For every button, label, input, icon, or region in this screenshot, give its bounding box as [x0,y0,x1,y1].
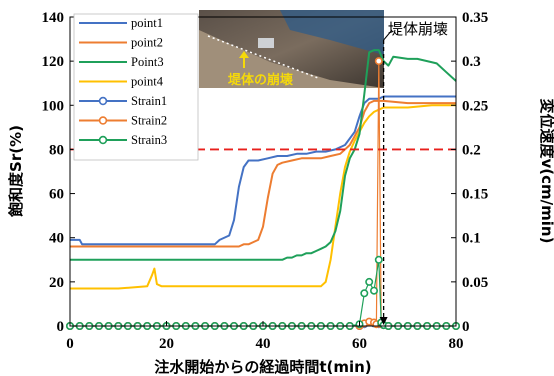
collapse-layer: 堤体崩壊 [379,20,448,325]
photo-arrow-head [239,51,249,58]
series-point-strain3 [365,277,374,286]
y-right-tick-label: 0 [462,319,470,335]
series-point-strain3 [374,255,383,264]
legend-item-point1: point1 [79,16,163,30]
x-tick-label: 80 [449,336,464,352]
legend-label: point4 [131,75,164,89]
y-left-tick-label: 140 [42,10,65,26]
x-tick-label: 0 [66,336,74,352]
y-right-tick-label: 0.3 [462,54,481,70]
legend-label: point2 [131,36,163,50]
series-line-point2 [70,99,456,248]
x-tick-label: 60 [352,336,367,352]
y-left-tick-label: 20 [49,275,64,291]
legend-item-point3: Point3 [79,55,164,69]
photo-slope [199,30,384,88]
legend-label: Point3 [131,55,164,69]
collapse-leader-line [383,29,393,41]
x-axis-label: 注水開始からの経過時間t(min) [154,358,371,376]
series-point-strain3 [369,286,378,295]
y-right-tick-label: 0.1 [462,231,481,247]
legend-label: Strain1 [131,94,167,108]
x-tick-label: 20 [159,336,174,352]
legend-marker [98,135,108,145]
series-point-strain2 [374,57,383,66]
collapse-marker-arrow [379,317,388,325]
tick-layer: 0 20 40 60 8002040608010012014000.050.10.150… [42,10,489,352]
y-right-tick-label: 0.05 [462,275,488,291]
y-left-tick-label: 100 [42,98,65,114]
legend-marker [98,116,108,125]
y-axis-left-label: 飽和度Sr(%) [7,125,25,218]
legend-label: Strain2 [131,114,167,128]
legend-item-point4: point4 [79,75,164,89]
y-left-tick-label: 80 [49,142,64,158]
photo-sky [280,10,384,55]
y-left-tick-label: 40 [49,231,64,247]
collapse-label: 堤体崩壊 [388,20,448,38]
legend-marker [98,96,108,106]
legend-label: Strain3 [131,133,167,147]
legend-box [73,13,199,161]
y-right-tick-label: 0.25 [462,98,488,114]
legend: point1 point2 Point3 point4 Strain1 Strain2 St… [73,13,199,161]
x-tick-label: 40 [256,336,271,352]
series-line-point3 [70,49,457,261]
legend-item-strain2: Strain2 [79,114,167,128]
series-line-point4 [70,104,456,290]
y-left-tick-label: 60 [49,187,64,203]
legend-item-strain1: Strain1 [79,94,167,108]
y-right-tick-label: 0.35 [462,10,488,26]
series-point-strain3 [360,289,369,298]
photo-caption: 堤体の崩壊 [228,72,294,88]
legend-item-strain3: Strain3 [79,133,167,147]
y-left-tick-label: 120 [42,54,65,70]
photo-object [258,38,274,48]
series-line-point1 [70,95,456,246]
legend-label: point1 [131,16,163,30]
y-axis-right-label: 変位速度v(cm/min) [538,99,554,244]
photo-inset: 堤体の崩壊 [199,10,384,88]
y-left-tick-label: 0 [57,319,65,335]
legend-item-point2: point2 [79,36,163,50]
y-right-tick-label: 0.2 [462,142,481,158]
y-right-tick-label: 0.15 [462,187,488,203]
